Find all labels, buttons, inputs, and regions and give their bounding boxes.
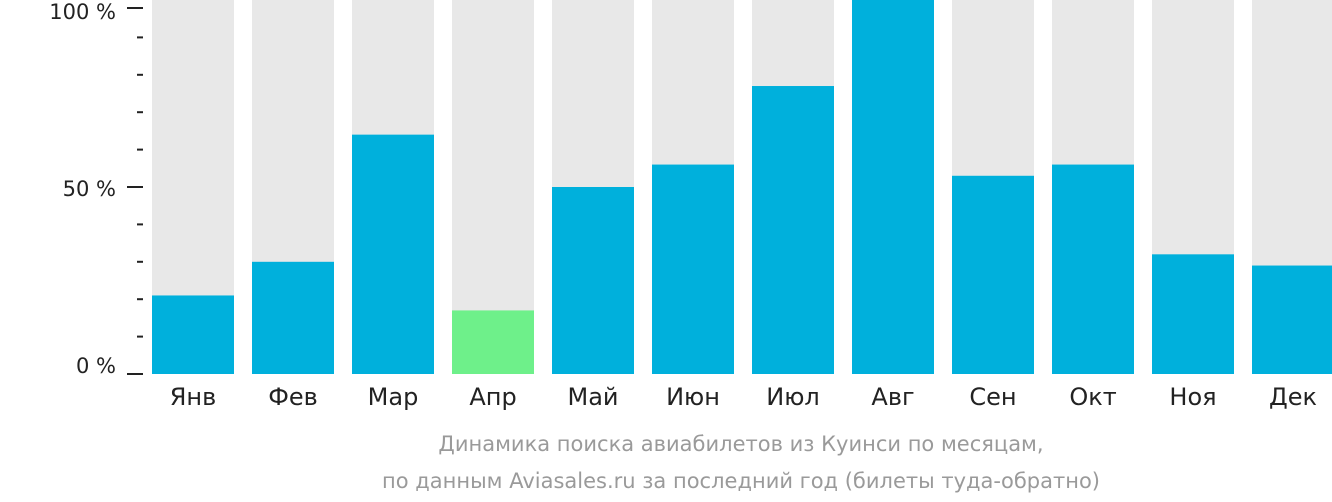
caption-line-2: по данным Aviasales.ru за последний год … <box>382 469 1100 493</box>
bar-3 <box>352 134 434 374</box>
xtick-label-11: Ноя <box>1169 383 1216 411</box>
xtick-label-10: Окт <box>1069 383 1116 411</box>
xtick-label-6: Июн <box>666 383 720 411</box>
xtick-label-2: Фев <box>268 383 318 411</box>
xtick-label-1: Янв <box>170 383 217 411</box>
bar-2 <box>252 261 334 374</box>
bar-9 <box>952 175 1034 374</box>
bar-8 <box>852 0 934 374</box>
caption-line-1: Динамика поиска авиабилетов из Куинси по… <box>438 432 1043 456</box>
xtick-label-9: Сен <box>969 383 1016 411</box>
xtick-label-12: Дек <box>1269 383 1317 411</box>
bar-10 <box>1052 164 1134 374</box>
ytick-label-100: 100 % <box>49 0 116 24</box>
xtick-label-8: Авг <box>871 383 914 411</box>
bar-11 <box>1152 254 1234 374</box>
ytick-label-50: 50 % <box>63 177 116 201</box>
ytick-label-0: 0 % <box>76 354 116 378</box>
bar-1 <box>152 295 234 374</box>
bar-5 <box>552 187 634 374</box>
bar-7 <box>752 86 834 375</box>
xtick-label-3: Мар <box>368 383 419 411</box>
xtick-label-4: Апр <box>469 383 516 411</box>
bars-group <box>152 0 1332 375</box>
x-axis: Янв Фев Мар Апр Май Июн Июл Авг Сен Окт Ноя Дек <box>170 383 1317 411</box>
bar-4 <box>452 310 534 374</box>
xtick-label-5: Май <box>567 383 618 411</box>
y-axis: 100 % 50 % 0 % <box>49 0 143 378</box>
bar-12 <box>1252 265 1332 374</box>
xtick-label-7: Июл <box>766 383 820 411</box>
bar-6 <box>652 164 734 374</box>
